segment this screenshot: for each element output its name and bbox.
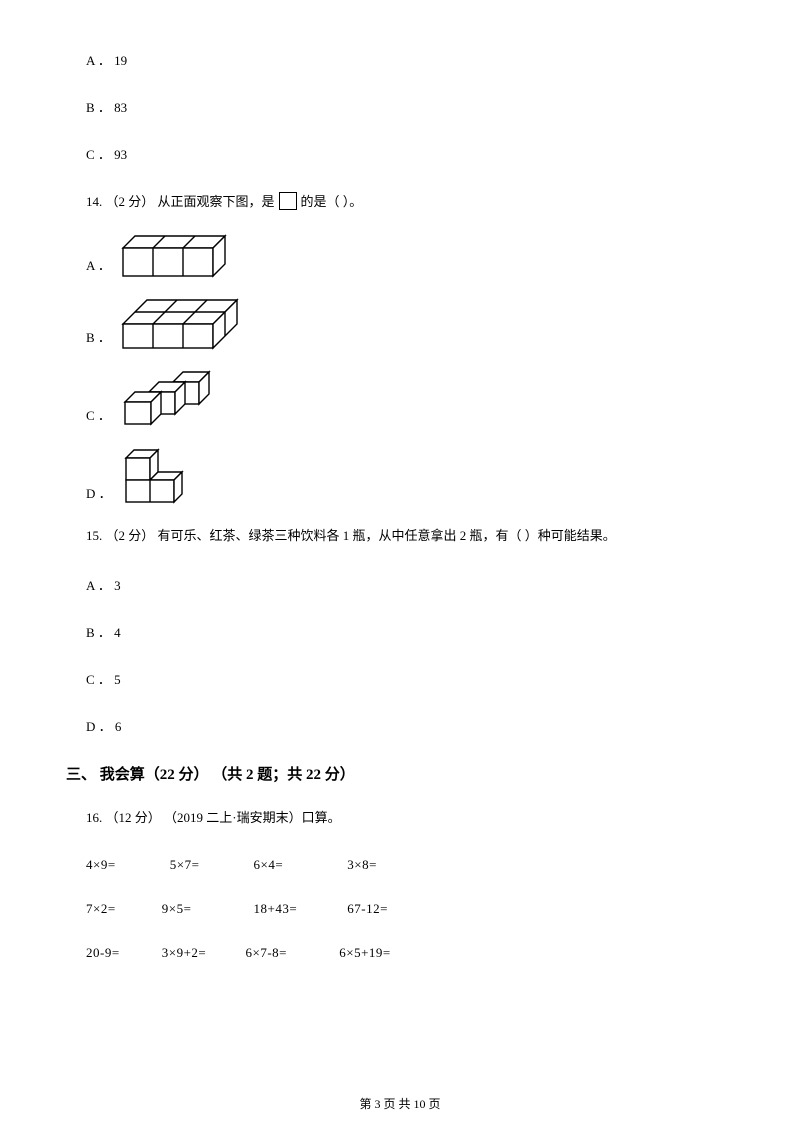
q15-option-c: C ． 5 [86, 669, 760, 688]
q16-r3c4: 6×5+19= [339, 945, 391, 961]
q16-r3c2: 3×9+2= [162, 945, 242, 961]
q16-r1c3: 6×4= [254, 857, 344, 873]
cubes-diag-icon [121, 370, 231, 428]
q14-suffix: 的是（ ）。 [301, 191, 363, 210]
q16-row2: 7×2= 9×5= 18+43= 67-12= [86, 901, 760, 917]
cubes-row3-icon [121, 234, 231, 278]
q15-option-b: B ． 4 [86, 622, 760, 641]
q16-r3c1: 20-9= [86, 945, 158, 961]
q16-r2c2: 9×5= [162, 901, 250, 917]
q14-option-b-label: B ． [86, 327, 111, 350]
section3-title: 三、 我会算（22 分） （共 2 题；共 22 分） [66, 763, 760, 784]
q16-row1: 4×9= 5×7= 6×4= 3×8= [86, 857, 760, 873]
q14-option-a: A ． [86, 234, 760, 278]
q16-r2c1: 7×2= [86, 901, 158, 917]
q14-option-a-label: A ． [86, 255, 111, 278]
cubes-L-icon [122, 448, 200, 506]
q14-option-d: D ． [86, 448, 760, 506]
q16-r1c4: 3×8= [347, 857, 377, 873]
q14-option-c-label: C ． [86, 405, 111, 428]
q15-option-a: A ． 3 [86, 575, 760, 594]
q14-option-b: B ． [86, 298, 760, 350]
q13-option-a: A ． 19 [86, 50, 760, 69]
q14-stem: 14. （2 分） 从正面观察下图，是 的是（ ）。 [86, 191, 760, 210]
cubes-2x3-icon [121, 298, 247, 350]
q15-stem: 15. （2 分） 有可乐、红茶、绿茶三种饮料各 1 瓶，从中任意拿出 2 瓶，… [86, 526, 760, 547]
q16-r1c1: 4×9= [86, 857, 166, 873]
q16-r2c4: 67-12= [347, 901, 388, 917]
q16-r1c2: 5×7= [170, 857, 250, 873]
page-footer: 第 3 页 共 10 页 [0, 1095, 800, 1112]
q14-prefix: 14. （2 分） 从正面观察下图，是 [86, 191, 275, 210]
q16-r2c3: 18+43= [254, 901, 344, 917]
q16-r3c3: 6×7-8= [246, 945, 336, 961]
q16-row3: 20-9= 3×9+2= 6×7-8= 6×5+19= [86, 945, 760, 961]
q14-option-d-label: D ． [86, 483, 112, 506]
q13-option-b: B ． 83 [86, 97, 760, 116]
q14-option-c: C ． [86, 370, 760, 428]
q13-option-c: C ． 93 [86, 144, 760, 163]
q16-stem: 16. （12 分） （2019 二上·瑞安期末）口算。 [86, 808, 760, 829]
q15-option-d: D ． 6 [86, 716, 760, 735]
square-icon [279, 192, 297, 210]
